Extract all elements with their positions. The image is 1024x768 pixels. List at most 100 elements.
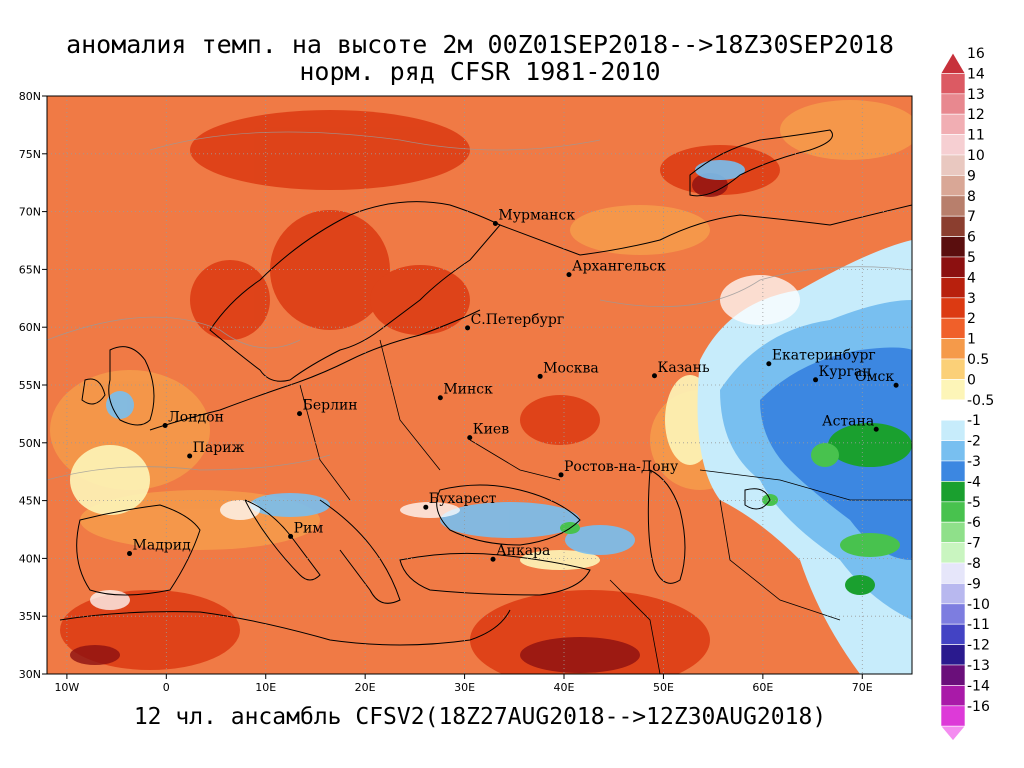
- map-title: аномалия темп. на высоте 2м 00Z01SEP2018…: [66, 30, 894, 59]
- colorbar-label: -11: [967, 617, 990, 633]
- colorbar-label: 7: [967, 209, 976, 225]
- city-label: Астана: [822, 413, 874, 429]
- city: Москва: [537, 360, 599, 379]
- colorbar-label: 0: [967, 372, 976, 388]
- colorbar-swatch: [940, 73, 966, 95]
- city-dot: [467, 435, 473, 441]
- colorbar-swatch: [940, 154, 966, 176]
- colorbar-label: 16: [967, 46, 985, 62]
- city-label: Москва: [543, 360, 599, 376]
- city-label: Мадрид: [133, 538, 192, 554]
- colorbar-label: 11: [967, 128, 985, 144]
- white-patches: [90, 275, 800, 610]
- colorbar-label: -16: [967, 699, 990, 715]
- contour-lines: [47, 131, 912, 481]
- city-dot: [766, 361, 772, 367]
- cool-patches: [106, 160, 745, 555]
- city-dot: [873, 426, 879, 432]
- colorbar-label: 12: [967, 107, 985, 123]
- city: Рим: [288, 520, 323, 539]
- city-label: Екатеринбург: [772, 348, 876, 364]
- city: Бухарест: [423, 491, 497, 510]
- city: Екатеринбург: [766, 348, 876, 367]
- city: Казань: [651, 360, 710, 379]
- city: Париж: [187, 440, 245, 459]
- city-dot: [537, 373, 543, 379]
- colorbar-swatch: [940, 358, 966, 380]
- colorbar-label: 1: [967, 332, 976, 348]
- colorbar-label: 0.5: [967, 352, 989, 368]
- lon-tick-label: 40E: [554, 681, 575, 694]
- lat-tick-label: 45N: [19, 495, 41, 508]
- colorbar-label: -8: [967, 556, 981, 572]
- cold-anomaly-regions: [697, 240, 912, 674]
- city-dot: [288, 533, 294, 539]
- city-dot: [566, 272, 572, 278]
- city-dot: [162, 422, 168, 428]
- colorbar-label: -7: [967, 536, 981, 552]
- colorbar: 16 14 13 12 11 10 9 8 7 6 5 4 3 2 1 0.5 0 -0.5 -1 -2 -3 -4 -5 -…: [940, 46, 994, 742]
- city-label: Омск: [855, 369, 894, 385]
- colorbar-swatch: [940, 542, 966, 564]
- city: Ростов-на-Дону: [558, 459, 679, 478]
- colorbar-swatch: [940, 195, 966, 217]
- colorbar-swatch: [940, 501, 966, 523]
- colorbar-label: -2: [967, 434, 981, 450]
- city-dot: [297, 411, 303, 417]
- colorbar-label: 8: [967, 189, 976, 205]
- city: Лондон: [162, 409, 224, 428]
- colorbar-label: -0.5: [967, 393, 994, 409]
- colorbar-swatch: [940, 623, 966, 645]
- colorbar-label: -10: [967, 597, 990, 613]
- city: Мурманск: [492, 208, 575, 227]
- lon-tick-label: 20E: [355, 681, 376, 694]
- lon-tick-label: 50E: [653, 681, 674, 694]
- lat-tick-label: 70N: [19, 206, 41, 219]
- city-label: Анкара: [496, 543, 550, 559]
- colorbar-label: 2: [967, 311, 976, 327]
- colorbar-label: -3: [967, 454, 981, 470]
- map-subtitle: норм. ряд CFSR 1981-2010: [299, 57, 661, 86]
- city-dot: [437, 395, 443, 401]
- lat-tick-label: 75N: [19, 148, 41, 161]
- colorbar-swatch: [940, 113, 966, 135]
- city: С.Петербург: [465, 312, 564, 331]
- city-label: Берлин: [303, 398, 358, 414]
- colorbar-swatch: [940, 644, 966, 666]
- ensemble-footer: 12 чл. ансамбль CFSV2(18Z27AUG2018-->12Z…: [133, 704, 827, 730]
- colorbar-label: -1: [967, 413, 981, 429]
- colorbar-label: -9: [967, 576, 981, 592]
- city-label: Минск: [443, 382, 493, 398]
- colorbar-label: -6: [967, 515, 981, 531]
- lat-tick-label: 30N: [19, 668, 41, 681]
- city-label: Париж: [193, 440, 245, 456]
- colorbar-swatch: [940, 481, 966, 503]
- city: Омск: [855, 369, 899, 388]
- city: Минск: [437, 382, 493, 401]
- colorbar-swatch: [940, 664, 966, 686]
- colorbar-swatch: [940, 317, 966, 339]
- lat-tick-label: 50N: [19, 437, 41, 450]
- colorbar-label: -13: [967, 658, 990, 674]
- colorbar-label: 14: [967, 66, 985, 82]
- lat-tick-label: 60N: [19, 321, 41, 334]
- city-markers: Мурманск Архангельск С.Петербург Москва Каза…: [127, 208, 899, 562]
- colorbar-swatch: [940, 725, 966, 742]
- warm-anomaly-regions: [60, 110, 780, 674]
- lat-tick-label: 65N: [19, 263, 41, 276]
- colorbar-swatch: [940, 685, 966, 707]
- colorbar-label: 6: [967, 230, 976, 246]
- lat-tick-label: 55N: [19, 379, 41, 392]
- lon-tick-label: 0: [163, 681, 170, 694]
- colorbar-swatch: [940, 419, 966, 441]
- city: Астана: [822, 413, 879, 432]
- city-dot: [492, 221, 498, 227]
- city-label: Мурманск: [498, 208, 575, 224]
- city-label: Ростов-на-Дону: [564, 459, 679, 475]
- city-dot: [490, 556, 496, 562]
- lon-tick-label: 10W: [54, 681, 79, 694]
- colorbar-swatch: [940, 134, 966, 156]
- colorbar-swatch: [940, 256, 966, 278]
- axis-ticks: 10W 0 10E 20E 30E 40E 50E 60E 70E 30N 35N 40N 45N 50N…: [19, 90, 873, 694]
- city: Берлин: [297, 398, 358, 417]
